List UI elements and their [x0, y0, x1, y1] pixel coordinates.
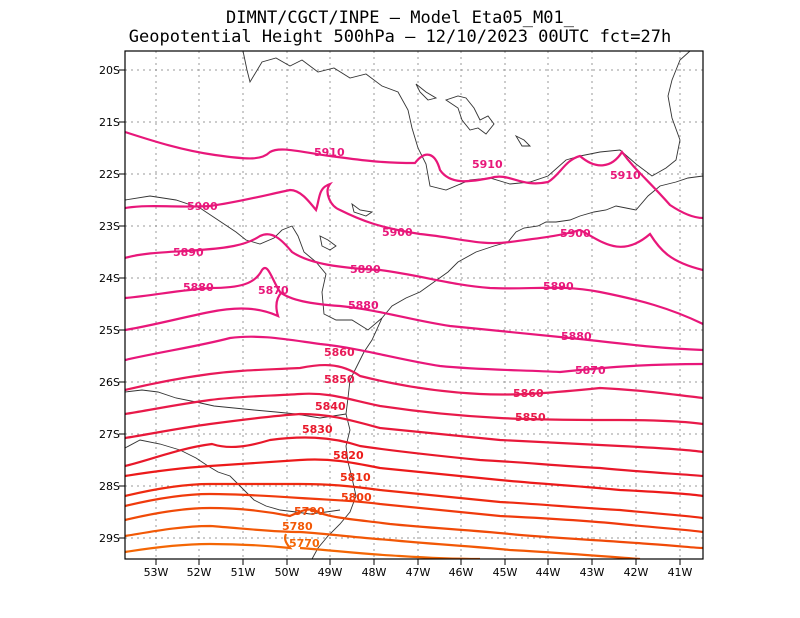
graticule-grid — [125, 51, 703, 559]
lat-label: 22S — [99, 168, 120, 181]
contour-5820 — [125, 458, 703, 498]
contour-5810 — [125, 482, 703, 520]
contour-label: 5830 — [302, 423, 333, 436]
contour-5880 — [125, 267, 703, 352]
contour-label: 5910 — [314, 146, 345, 159]
contour-label: 5890 — [543, 280, 574, 293]
lat-label: 20S — [99, 64, 120, 77]
contour-label: 5800 — [341, 491, 372, 504]
lake-3 — [351, 202, 374, 217]
contour-5890 — [125, 233, 703, 325]
lon-label: 50W — [275, 566, 300, 579]
lat-label: 24S — [99, 272, 120, 285]
map-title-line1: DIMNT/CGCT/INPE – Model Eta05_M01_ — [226, 8, 574, 28]
lon-label: 43W — [580, 566, 605, 579]
contour-label: 5850 — [324, 373, 355, 386]
contour-5830 — [125, 436, 703, 478]
contour-label: 5840 — [315, 400, 346, 413]
contour-label: 5910 — [610, 169, 641, 182]
lon-label: 41W — [668, 566, 693, 579]
lat-label: 23S — [99, 220, 120, 233]
contour-label: 5890 — [350, 263, 381, 276]
latitude-labels: 20S 21S 22S 23S 24S 25S 26S 27S 28S 29S — [99, 64, 120, 545]
contour-label: 5900 — [560, 227, 591, 240]
lat-label: 26S — [99, 376, 120, 389]
tick-marks — [119, 69, 681, 565]
contour-label: 5780 — [282, 520, 313, 533]
contour-5850 — [125, 392, 703, 426]
contour-5800 — [125, 492, 703, 534]
lat-label: 29S — [99, 532, 120, 545]
contour-label: 5910 — [472, 158, 503, 171]
lake-5 — [514, 134, 532, 147]
contour-label: 5870 — [258, 284, 289, 297]
lon-label: 49W — [318, 566, 343, 579]
contour-label: 5890 — [173, 246, 204, 259]
lat-label: 28S — [99, 480, 120, 493]
contour-label: 5900 — [187, 200, 218, 213]
contour-5790 — [125, 506, 703, 550]
border-rs — [125, 439, 341, 515]
contour-lines — [125, 130, 703, 559]
map-title-line2: Geopotential Height 500hPa – 12/10/2023 … — [128, 27, 672, 47]
lon-label: 53W — [144, 566, 169, 579]
contour-label: 5850 — [515, 411, 546, 424]
lon-label: 51W — [231, 566, 256, 579]
lake-2 — [319, 235, 337, 251]
map-frame — [124, 50, 704, 560]
lon-label: 44W — [536, 566, 561, 579]
contour-label: 5880 — [348, 299, 379, 312]
contour-label: 5790 — [294, 505, 325, 518]
contour-label: 5860 — [513, 387, 544, 400]
contour-label: 5860 — [324, 346, 355, 359]
lon-label: 48W — [362, 566, 387, 579]
lake-4 — [415, 83, 438, 101]
contour-label: 5880 — [561, 330, 592, 343]
lon-label: 42W — [624, 566, 649, 579]
lat-label: 27S — [99, 428, 120, 441]
lake-1 — [444, 95, 495, 135]
lat-label: 21S — [99, 116, 120, 129]
contour-label: 5900 — [382, 226, 413, 239]
contour-labels: 5910 5910 5910 5900 5900 5900 5890 5890 … — [173, 146, 641, 550]
lon-label: 46W — [449, 566, 474, 579]
longitude-labels: 53W 52W 51W 50W 49W 48W 47W 46W 45W 44W … — [144, 566, 693, 579]
contour-5840 — [125, 412, 703, 454]
state-border-north — [242, 51, 691, 191]
coastline-south — [311, 317, 383, 559]
contour-5910 — [125, 130, 703, 220]
lon-label: 52W — [187, 566, 212, 579]
coastline-and-borders — [125, 51, 703, 559]
contour-5780 — [125, 524, 641, 559]
state-border-west — [125, 195, 383, 331]
contour-label: 5870 — [575, 364, 606, 377]
contour-label: 5820 — [333, 449, 364, 462]
contour-5900 — [125, 181, 703, 272]
contour-label: 5880 — [183, 281, 214, 294]
lon-label: 45W — [493, 566, 518, 579]
contour-label: 5810 — [340, 471, 371, 484]
coastline — [381, 175, 703, 319]
contour-5860 — [125, 363, 703, 400]
lon-label: 47W — [406, 566, 431, 579]
contour-5870 — [125, 291, 703, 374]
contour-label: 5770 — [289, 537, 320, 550]
lat-label: 25S — [99, 324, 120, 337]
